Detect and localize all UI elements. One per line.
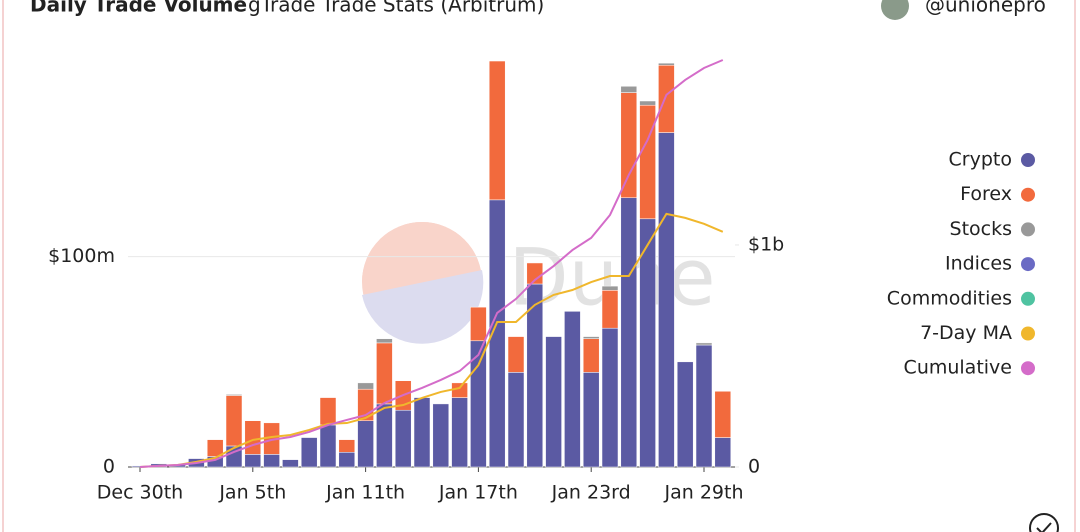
bar-segment bbox=[639, 104, 656, 220]
bar-segment bbox=[451, 382, 468, 398]
bar-segment bbox=[338, 452, 356, 468]
legend-dot bbox=[1021, 187, 1035, 202]
legend-dot bbox=[1021, 326, 1035, 341]
x-tick-label: Jan 29th bbox=[664, 482, 744, 504]
legend-label: 7-Day MA bbox=[920, 322, 1012, 344]
avatar bbox=[881, 0, 909, 20]
x-tick-label: Jan 17th bbox=[438, 482, 518, 504]
bar-segment bbox=[488, 60, 506, 201]
bar-segment bbox=[376, 403, 393, 468]
x-tick-label: Jan 11th bbox=[325, 482, 405, 504]
bar-segment bbox=[357, 420, 374, 468]
bar-segment bbox=[338, 439, 356, 453]
legend-dot bbox=[1021, 222, 1035, 237]
bar-segment bbox=[601, 327, 619, 468]
bar-segment bbox=[639, 100, 656, 106]
y-tick-label: 0 bbox=[103, 456, 115, 478]
bar-segment bbox=[564, 311, 581, 468]
bar-segment bbox=[413, 397, 431, 468]
bar-segment bbox=[244, 454, 262, 468]
bar-segment bbox=[225, 395, 243, 447]
line bbox=[139, 212, 724, 468]
x-tick-label: Jan 5th bbox=[218, 482, 286, 504]
bar-segment bbox=[451, 397, 468, 468]
bar-segment bbox=[601, 290, 619, 329]
bar-segment bbox=[620, 197, 638, 468]
legend-label: Crypto bbox=[949, 149, 1012, 171]
check-icon bbox=[1029, 513, 1059, 532]
bar-segment bbox=[695, 344, 713, 468]
bar-segment bbox=[357, 382, 374, 390]
bar-segment bbox=[658, 64, 675, 133]
bar-segment bbox=[244, 420, 262, 455]
legend-label: Commodities bbox=[887, 287, 1012, 309]
bar-segment bbox=[376, 342, 393, 405]
bar-segment bbox=[319, 424, 337, 468]
bar-segment bbox=[394, 409, 412, 468]
x-tick-label: Dec 30th bbox=[97, 482, 183, 504]
watermark-circle-lower bbox=[362, 270, 484, 344]
legend-dot bbox=[1021, 153, 1035, 167]
bar-segment bbox=[507, 372, 525, 468]
legend-label: Forex bbox=[960, 183, 1012, 205]
y2-tick-label: 0 bbox=[748, 456, 760, 478]
legend-label: Stocks bbox=[950, 218, 1012, 240]
legend-label: Cumulative bbox=[904, 357, 1012, 379]
watermark-logo bbox=[362, 222, 484, 344]
chart-title: Daily Trade Volume bbox=[30, 0, 247, 17]
legend-dot bbox=[1021, 361, 1035, 376]
bar-segment bbox=[470, 306, 487, 342]
bar-segment bbox=[582, 372, 600, 468]
bar-segment bbox=[282, 459, 299, 468]
bar-segment bbox=[319, 397, 337, 426]
bar-segment bbox=[620, 92, 638, 199]
legend-dot bbox=[1021, 291, 1035, 306]
bar-segment bbox=[676, 361, 694, 468]
bar-segment bbox=[658, 132, 675, 468]
bar-segment bbox=[263, 454, 280, 468]
bar-segment bbox=[658, 62, 675, 66]
bar-segment bbox=[695, 342, 713, 346]
bar-segment bbox=[545, 336, 562, 468]
y-tick-label: $100m bbox=[48, 245, 115, 267]
line bbox=[139, 59, 724, 468]
x-tick-label: Jan 23rd bbox=[551, 482, 631, 504]
y2-tick-label: $1b bbox=[748, 233, 784, 255]
bar-segment bbox=[225, 394, 243, 396]
bar-segment bbox=[582, 336, 600, 339]
chart-subtitle: gTrade Trade Stats (Arbitrum) bbox=[248, 0, 544, 17]
bar-segment bbox=[601, 285, 619, 291]
bar-segment bbox=[582, 338, 600, 373]
bar-segment bbox=[714, 437, 732, 468]
legend-dot bbox=[1021, 257, 1035, 272]
bar-segment bbox=[376, 338, 393, 344]
bar-segment bbox=[507, 336, 525, 373]
bar-segment bbox=[432, 403, 450, 468]
bar-segment bbox=[714, 391, 732, 438]
legend-label: Indices bbox=[945, 253, 1012, 275]
bar-segment bbox=[206, 439, 224, 457]
author: @unionepro bbox=[925, 0, 1046, 17]
bar-segment bbox=[526, 283, 544, 468]
bar-segment bbox=[620, 86, 638, 93]
bar-segment bbox=[300, 437, 318, 468]
